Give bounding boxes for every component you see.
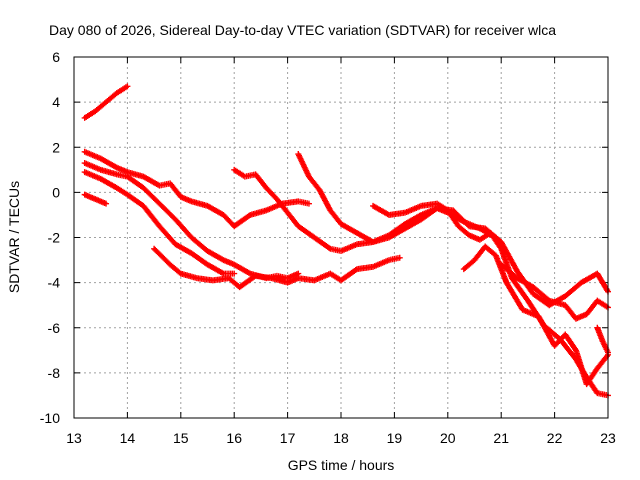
- y-axis-label: SDTVAR / TECUs: [6, 181, 22, 293]
- data-point-markers: [81, 160, 302, 282]
- x-axis-label: GPS time / hours: [288, 457, 395, 473]
- series-track-6: [151, 245, 403, 291]
- data-point-markers: [498, 261, 611, 322]
- data-point-markers: [81, 191, 110, 207]
- y-tick-label: -6: [48, 320, 61, 336]
- x-tick-label: 14: [120, 430, 136, 446]
- y-tick-label: 0: [52, 184, 60, 200]
- x-tick-label: 18: [333, 430, 349, 446]
- series-track-3: [81, 160, 302, 282]
- x-tick-label: 19: [387, 430, 403, 446]
- y-tick-label: 6: [52, 49, 60, 65]
- grid-lines: [74, 57, 608, 418]
- x-tick-label: 15: [173, 430, 189, 446]
- x-tick-label: 21: [493, 430, 509, 446]
- data-point-markers: [594, 324, 611, 356]
- series-track-4: [81, 169, 238, 277]
- series-track-1: [81, 83, 131, 121]
- data-point-markers: [81, 169, 238, 277]
- series-track-8: [295, 151, 611, 309]
- x-tick-label: 13: [66, 430, 82, 446]
- data-points: [81, 83, 611, 399]
- y-tick-label: -10: [40, 410, 60, 426]
- series-track-12: [594, 324, 611, 356]
- data-point-markers: [151, 245, 403, 291]
- x-tick-labels: 13 14 15 16 17 18 19 20 21 22 23: [66, 430, 616, 446]
- data-point-markers: [295, 151, 611, 309]
- y-tick-labels: 6 4 2 0 -2 -4 -6 -8 -10: [40, 49, 60, 426]
- x-tick-label: 22: [547, 430, 563, 446]
- chart-title: Day 080 of 2026, Sidereal Day-to-day VTE…: [49, 22, 556, 38]
- data-point-markers: [460, 243, 611, 388]
- y-tick-label: -4: [48, 275, 61, 291]
- y-tick-label: 4: [52, 94, 60, 110]
- plot-frame: [73, 56, 609, 419]
- series-track-5: [81, 191, 110, 207]
- data-point-markers: [81, 83, 131, 121]
- y-tick-label: 2: [52, 139, 60, 155]
- x-tick-label: 20: [440, 430, 456, 446]
- series-track-10: [460, 243, 611, 388]
- x-tick-label: 17: [280, 430, 296, 446]
- y-tick-label: -8: [48, 365, 61, 381]
- x-tick-label: 16: [226, 430, 242, 446]
- y-tick-label: -2: [48, 230, 61, 246]
- x-tick-label: 23: [600, 430, 616, 446]
- series-track-11: [498, 261, 611, 322]
